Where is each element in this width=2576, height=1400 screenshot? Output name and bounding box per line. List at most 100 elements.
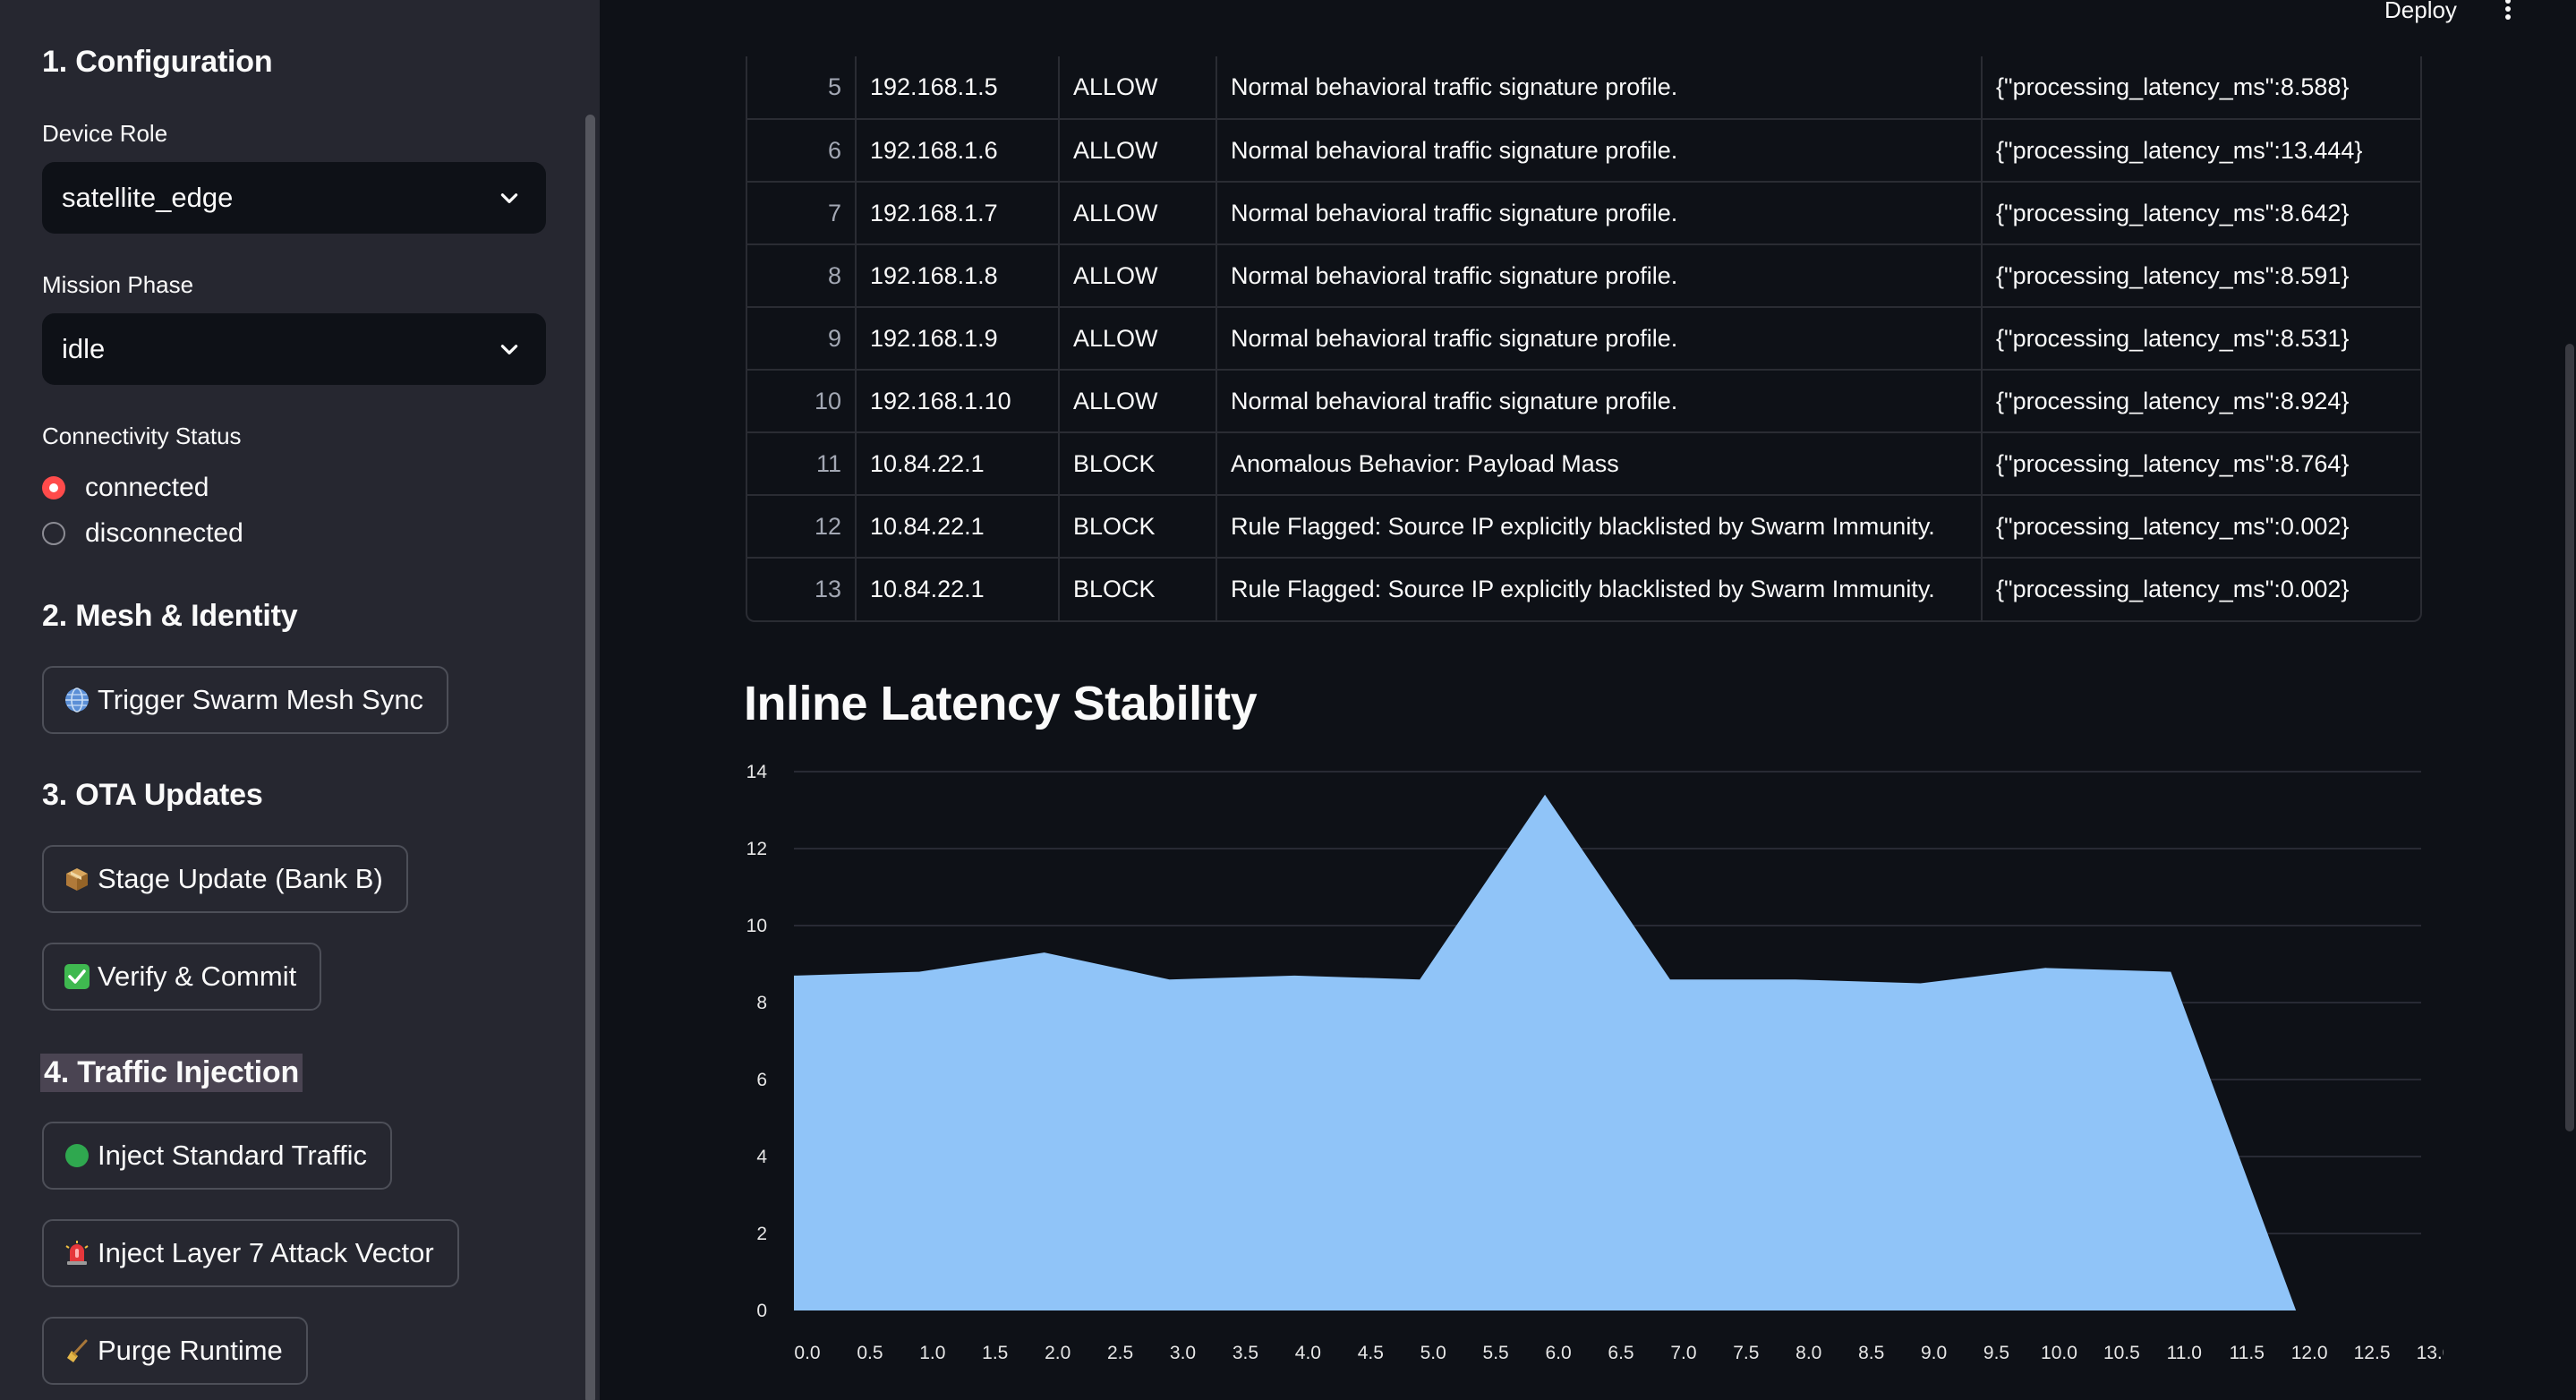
row-index: 11: [747, 432, 857, 496]
connectivity-status-label: Connectivity Status: [42, 423, 242, 449]
y-tick-label: 12: [746, 839, 767, 859]
meta-cell: {"processing_latency_ms":8.642}: [1982, 182, 2420, 245]
reason-cell: Anomalous Behavior: Payload Mass: [1216, 432, 1983, 496]
package-icon: [66, 868, 88, 891]
button-label: Verify & Commit: [98, 960, 297, 992]
table-row[interactable]: 5 192.168.1.5 ALLOW Normal behavioral traff…: [747, 56, 2420, 120]
table-row[interactable]: 11 10.84.22.1 BLOCK Anomalous Behavior: Pay…: [747, 432, 2420, 496]
reason-cell: Normal behavioral traffic signature prof…: [1216, 307, 1983, 371]
radio-connected[interactable]: connected: [42, 473, 209, 503]
table-row[interactable]: 12 10.84.22.1 BLOCK Rule Flagged: Source IP…: [747, 495, 2420, 559]
device-role-select[interactable]: satellite_edge: [42, 162, 546, 234]
main-scrollbar-thumb[interactable]: [2565, 344, 2574, 1131]
row-index: 8: [747, 244, 857, 308]
sidebar: 1. Configuration Device Role satellite_e…: [0, 0, 600, 1400]
x-tick-label: 5.0: [1420, 1343, 1446, 1363]
table-body: 5 192.168.1.5 ALLOW Normal behavioral traff…: [747, 56, 2420, 620]
x-tick-label: 9.5: [1983, 1343, 2009, 1363]
decisions-table-grid: 5 192.168.1.5 ALLOW Normal behavioral traff…: [747, 56, 2420, 620]
deploy-button[interactable]: Deploy: [2384, 0, 2457, 23]
x-tick-label: 6.0: [1545, 1343, 1571, 1363]
button-label: Stage Update (Bank B): [98, 863, 383, 894]
x-tick-label: 1.0: [919, 1343, 945, 1363]
sidebar-scrollbar[interactable]: [584, 0, 600, 1400]
button-label: Inject Standard Traffic: [98, 1140, 367, 1171]
verify-commit-button[interactable]: Verify & Commit: [42, 943, 322, 1011]
radio-selected-icon: [42, 476, 65, 499]
y-tick-label: 2: [756, 1224, 767, 1244]
section-traffic-heading: 4. Traffic Injection: [40, 1054, 303, 1092]
row-index: 12: [747, 495, 857, 559]
meta-cell: {"processing_latency_ms":8.924}: [1982, 370, 2420, 433]
table-row[interactable]: 13 10.84.22.1 BLOCK Rule Flagged: Source IP…: [747, 558, 2420, 620]
purge-runtime-button[interactable]: Purge Runtime: [42, 1317, 308, 1385]
x-tick-label: 12.5: [2354, 1343, 2391, 1363]
ip-cell: 192.168.1.5: [856, 56, 1060, 120]
y-tick-label: 14: [746, 762, 768, 782]
button-label: Purge Runtime: [98, 1335, 283, 1366]
row-index: 5: [747, 56, 857, 120]
device-role-value: satellite_edge: [62, 182, 234, 213]
chart-title: Inline Latency Stability: [744, 677, 1258, 730]
section-ota-heading: 3. OTA Updates: [42, 778, 263, 812]
more-menu-icon[interactable]: [2499, 0, 2517, 23]
action-cell: ALLOW: [1059, 307, 1217, 371]
latency-area-chart[interactable]: 0 2 4 6 8 10 12 14 0.0 0.5 1.0 1.5 2.0 2.5 3.0 3.5 4.0 4.…: [725, 752, 2444, 1379]
section-mesh-heading: 2. Mesh & Identity: [42, 599, 298, 633]
x-tick-label: 8.5: [1858, 1343, 1884, 1363]
ip-cell: 192.168.1.7: [856, 182, 1060, 245]
ip-cell: 10.84.22.1: [856, 495, 1060, 559]
x-tick-label: 3.0: [1170, 1343, 1196, 1363]
x-tick-label: 1.5: [982, 1343, 1008, 1363]
x-tick-label: 8.0: [1796, 1343, 1821, 1363]
button-label: Trigger Swarm Mesh Sync: [98, 684, 424, 715]
reason-cell: Normal behavioral traffic signature prof…: [1216, 56, 1983, 120]
meta-cell: {"processing_latency_ms":13.444}: [1982, 119, 2420, 183]
globe-icon: [65, 687, 89, 713]
x-tick-label: 2.5: [1107, 1343, 1133, 1363]
green-circle-icon: [65, 1144, 89, 1167]
table-row[interactable]: 10 192.168.1.10 ALLOW Normal behavioral tra…: [747, 370, 2420, 433]
meta-cell: {"processing_latency_ms":8.591}: [1982, 244, 2420, 308]
table-row[interactable]: 9 192.168.1.9 ALLOW Normal behavioral traff…: [747, 307, 2420, 371]
broom-icon: [67, 1339, 88, 1362]
y-tick-label: 4: [756, 1147, 767, 1167]
reason-cell: Normal behavioral traffic signature prof…: [1216, 182, 1983, 245]
x-tick-label: 11.5: [2230, 1343, 2265, 1363]
siren-icon: [65, 1241, 89, 1265]
trigger-mesh-sync-button[interactable]: Trigger Swarm Mesh Sync: [42, 666, 449, 734]
sidebar-scrollbar-thumb[interactable]: [585, 115, 595, 1400]
decisions-table[interactable]: 5 192.168.1.5 ALLOW Normal behavioral traff…: [746, 56, 2422, 622]
mission-phase-value: idle: [62, 333, 106, 364]
radio-label: disconnected: [85, 518, 243, 548]
ip-cell: 192.168.1.8: [856, 244, 1060, 308]
radio-label: connected: [85, 473, 209, 502]
table-row[interactable]: 6 192.168.1.6 ALLOW Normal behavioral traff…: [747, 119, 2420, 183]
mission-phase-select[interactable]: idle: [42, 313, 546, 385]
x-tick-label: 9.0: [1921, 1343, 1947, 1363]
meta-cell: {"processing_latency_ms":8.588}: [1982, 56, 2420, 120]
x-tick-label: 3.5: [1233, 1343, 1258, 1363]
x-tick-label: 11.0: [2167, 1343, 2202, 1363]
x-tick-label: 13.0: [2417, 1343, 2444, 1363]
radio-disconnected[interactable]: disconnected: [42, 518, 243, 549]
stage-update-button[interactable]: Stage Update (Bank B): [42, 845, 408, 913]
x-tick-label: 2.0: [1045, 1343, 1070, 1363]
action-cell: BLOCK: [1059, 495, 1217, 559]
meta-cell: {"processing_latency_ms":0.002}: [1982, 495, 2420, 559]
inject-standard-traffic-button[interactable]: Inject Standard Traffic: [42, 1122, 392, 1190]
row-index: 13: [747, 558, 857, 620]
ip-cell: 10.84.22.1: [856, 432, 1060, 496]
table-row[interactable]: 8 192.168.1.8 ALLOW Normal behavioral traff…: [747, 244, 2420, 308]
button-label: Inject Layer 7 Attack Vector: [98, 1237, 434, 1268]
x-tick-label: 10.0: [2041, 1343, 2077, 1363]
table-row[interactable]: 7 192.168.1.7 ALLOW Normal behavioral traff…: [747, 182, 2420, 245]
x-tick-label: 10.5: [2103, 1343, 2140, 1363]
inject-attack-vector-button[interactable]: Inject Layer 7 Attack Vector: [42, 1219, 459, 1287]
section-configuration-heading: 1. Configuration: [42, 45, 273, 79]
check-icon: [64, 964, 90, 989]
reason-cell: Rule Flagged: Source IP explicitly black…: [1216, 495, 1983, 559]
y-tick-label: 6: [756, 1070, 767, 1090]
x-tick-label: 4.5: [1358, 1343, 1384, 1363]
ip-cell: 192.168.1.10: [856, 370, 1060, 433]
